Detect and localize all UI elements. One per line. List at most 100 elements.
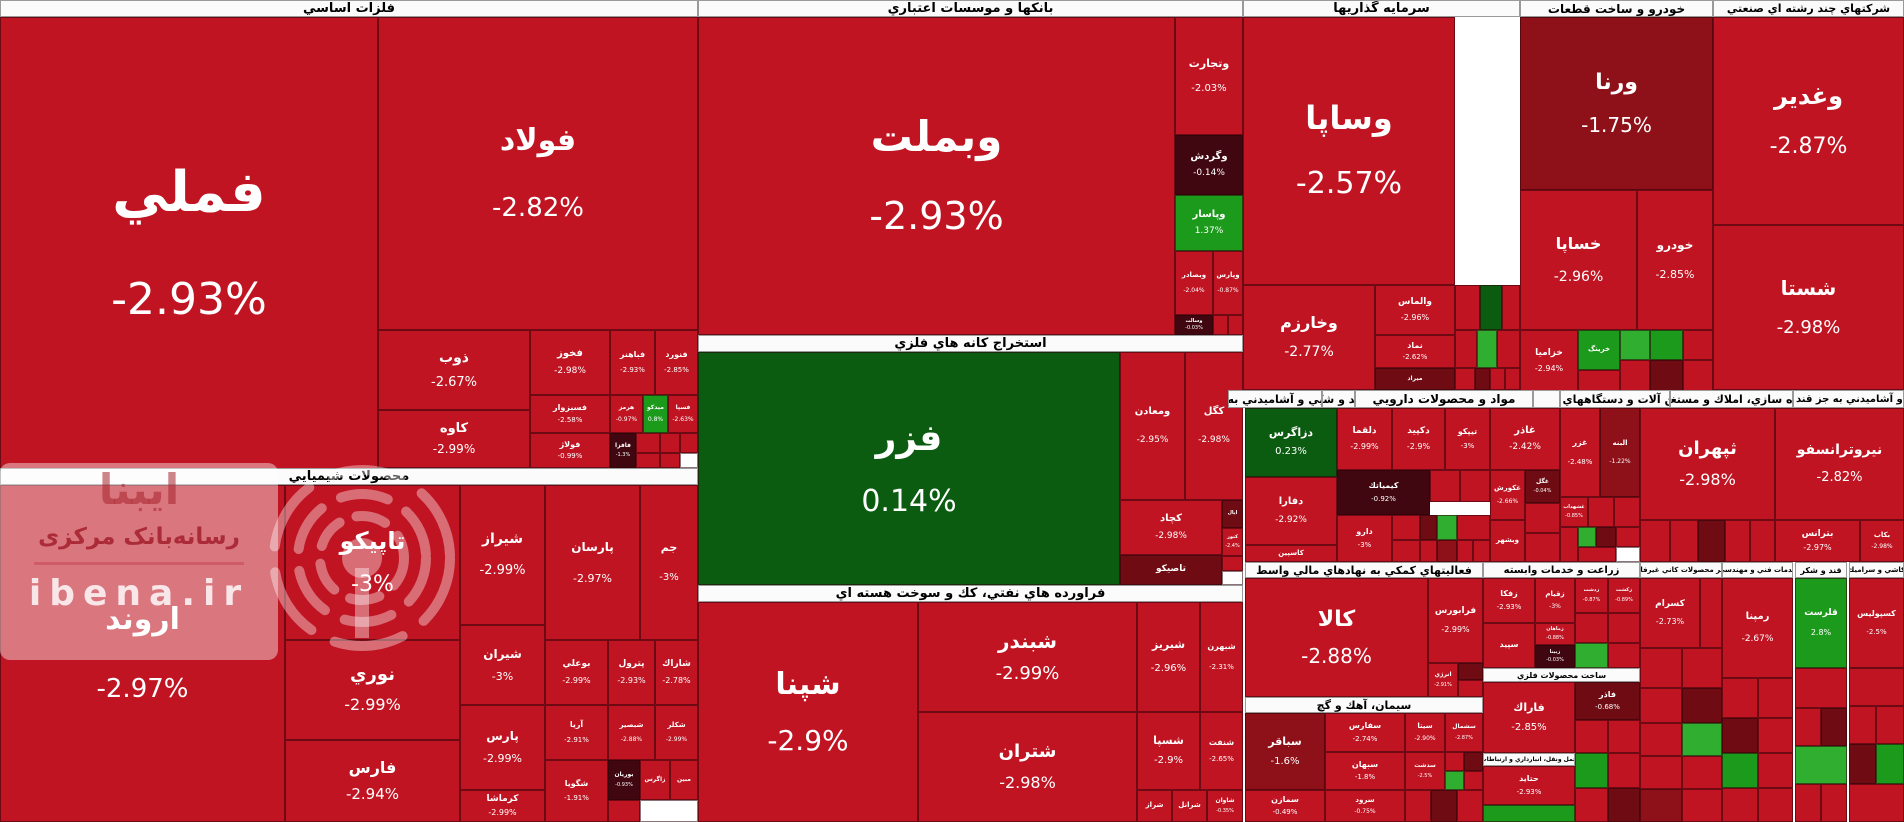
stock-tile[interactable]: كرماشا -2.99%	[460, 790, 545, 822]
stock-tile[interactable]: كالا -2.88%	[1245, 578, 1428, 697]
stock-tile[interactable]: شكلر -2.99%	[655, 705, 698, 760]
stock-tile[interactable]: خزاميا -2.94%	[1520, 330, 1578, 392]
stock-tile[interactable]: وبصادر -2.04%	[1175, 251, 1213, 315]
stock-tile-small[interactable]	[1876, 706, 1904, 744]
stock-tile-small[interactable]	[1437, 515, 1457, 540]
stock-tile-small[interactable]	[1575, 720, 1608, 753]
stock-tile[interactable]: شيراز -2.99%	[460, 485, 545, 625]
stock-tile[interactable]: غگل -0.04%	[1525, 470, 1560, 503]
stock-tile-small[interactable]	[608, 800, 640, 822]
stock-tile-small[interactable]	[1405, 790, 1431, 822]
stock-tile-small[interactable]	[1750, 520, 1775, 562]
stock-tile[interactable]: جم -3%	[640, 485, 698, 640]
stock-tile-small[interactable]	[1588, 497, 1614, 527]
stock-tile[interactable]: شاراك -2.78%	[655, 640, 698, 705]
stock-tile-small[interactable]	[1213, 315, 1228, 335]
stock-tile-small[interactable]	[1640, 648, 1682, 688]
stock-tile[interactable]: سفارس -2.74%	[1325, 713, 1405, 752]
stock-tile[interactable]: سباقر -1.6%	[1245, 713, 1325, 790]
stock-tile[interactable]: فنورد -2.85%	[655, 330, 698, 395]
stock-tile-small[interactable]	[636, 453, 660, 468]
stock-tile[interactable]: شپنا -2.9%	[698, 602, 918, 822]
stock-tile[interactable]: حتايد -2.93%	[1483, 766, 1575, 805]
stock-tile-small[interactable]	[1608, 643, 1640, 668]
stock-tile[interactable]: وبملت -2.93%	[698, 17, 1175, 335]
stock-tile[interactable]: فخوز -2.98%	[530, 330, 610, 395]
stock-tile[interactable]: فولاژ -0.99%	[530, 433, 610, 468]
stock-tile[interactable]: فافزا -1.3%	[610, 433, 636, 468]
stock-tile-small[interactable]	[1475, 368, 1490, 390]
stock-tile-small[interactable]	[1497, 330, 1520, 368]
stock-tile[interactable]: كاسپين	[1245, 545, 1337, 562]
stock-tile[interactable]: تيپكو -3%	[1445, 408, 1490, 470]
stock-tile[interactable]: سرود -0.75%	[1325, 790, 1405, 822]
stock-tile[interactable]: شرانل	[1172, 790, 1207, 822]
stock-tile-small[interactable]	[1640, 789, 1682, 822]
stock-tile[interactable]: زاگرس	[640, 760, 670, 800]
stock-tile[interactable]: اپال	[1222, 500, 1243, 528]
stock-tile[interactable]: فسبزوار -2.58%	[530, 395, 610, 433]
stock-tile[interactable]: دلقما -2.99%	[1337, 408, 1392, 470]
stock-tile-small[interactable]	[1525, 503, 1560, 533]
stock-tile[interactable]: ذوب -2.67%	[378, 330, 530, 410]
stock-tile-small[interactable]	[1575, 643, 1608, 668]
stock-tile-small[interactable]	[1722, 678, 1758, 718]
stock-tile[interactable]: بوعلي -2.99%	[545, 640, 608, 705]
stock-tile[interactable]: فملي -2.93%	[0, 17, 378, 470]
stock-tile[interactable]: سپيد	[1483, 623, 1535, 668]
stock-tile[interactable]: سيتا -2.90%	[1405, 713, 1445, 752]
stock-tile[interactable]: كگل -2.98%	[1185, 352, 1243, 500]
stock-tile[interactable]: شبهرن -2.31%	[1200, 602, 1243, 712]
stock-tile-small[interactable]	[1722, 718, 1758, 753]
stock-tile[interactable]: تاپيكو -3%	[285, 485, 460, 640]
stock-tile-small[interactable]	[1505, 368, 1520, 390]
stock-tile[interactable]: ميراد	[1375, 368, 1455, 390]
stock-tile-small[interactable]	[1392, 515, 1420, 540]
stock-tile-small[interactable]	[1640, 756, 1682, 789]
stock-tile[interactable]: والماس -2.96%	[1375, 285, 1455, 335]
stock-tile[interactable]: بترانس -2.97%	[1775, 520, 1860, 562]
stock-tile[interactable]: هرمز -0.97%	[610, 395, 643, 433]
stock-tile-small[interactable]	[1575, 613, 1608, 643]
stock-tile[interactable]: نوري -2.99%	[285, 640, 460, 740]
stock-tile[interactable]: دارو -3%	[1337, 515, 1392, 562]
stock-tile-small[interactable]	[1228, 315, 1243, 335]
stock-tile[interactable]: بوريان -0.93%	[608, 760, 640, 800]
stock-tile[interactable]: وپاسار 1.37%	[1175, 195, 1243, 251]
stock-tile[interactable]: ثپهران -2.98%	[1640, 408, 1775, 520]
stock-tile-small[interactable]	[680, 433, 698, 453]
stock-tile-small[interactable]	[1650, 360, 1683, 392]
stock-tile-small[interactable]	[1795, 708, 1821, 746]
stock-tile-small[interactable]	[1614, 497, 1640, 527]
stock-tile[interactable]: وبشهر	[1490, 520, 1525, 562]
stock-tile[interactable]: قلرست 2.8%	[1795, 578, 1847, 668]
stock-tile[interactable]: فاذر -0.68%	[1575, 682, 1640, 720]
stock-tile[interactable]: زفكا -2.93%	[1483, 578, 1535, 623]
stock-tile-small[interactable]	[1849, 784, 1904, 822]
stock-tile[interactable]: پارس -2.99%	[460, 705, 545, 790]
stock-tile[interactable]: دفارا -2.92%	[1245, 477, 1337, 545]
stock-tile-small[interactable]	[1490, 368, 1505, 390]
stock-tile[interactable]: غشهداب -0.85%	[1560, 497, 1588, 527]
stock-tile-small[interactable]	[1616, 547, 1640, 562]
stock-tile-small[interactable]	[1457, 515, 1490, 540]
stock-tile[interactable]: رمپنا -2.67%	[1722, 578, 1793, 678]
stock-tile[interactable]: فزر 0.14%	[698, 352, 1120, 585]
stock-tile-small[interactable]	[1455, 285, 1480, 330]
stock-tile[interactable]: زكشت -0.89%	[1608, 578, 1640, 613]
stock-tile-small[interactable]	[1758, 718, 1793, 753]
stock-tile-small[interactable]	[1795, 668, 1847, 708]
stock-tile[interactable]: غزر -2.48%	[1560, 408, 1600, 497]
stock-tile-small[interactable]	[1473, 540, 1490, 562]
stock-tile[interactable]: شنفت -2.65%	[1200, 712, 1243, 790]
stock-tile-small[interactable]	[1608, 753, 1640, 788]
stock-tile[interactable]: كچاد -2.98%	[1120, 500, 1222, 555]
stock-tile[interactable]: آريا -2.91%	[545, 705, 608, 760]
stock-tile[interactable]: كسرام -2.73%	[1640, 578, 1700, 648]
stock-tile-small[interactable]	[1608, 720, 1640, 753]
stock-tile[interactable]: شتران -2.98%	[918, 712, 1137, 822]
stock-tile-small[interactable]	[1464, 771, 1483, 790]
stock-tile-small[interactable]	[1455, 330, 1477, 368]
stock-tile-small[interactable]	[1682, 648, 1722, 688]
stock-tile-small[interactable]	[1578, 527, 1596, 547]
